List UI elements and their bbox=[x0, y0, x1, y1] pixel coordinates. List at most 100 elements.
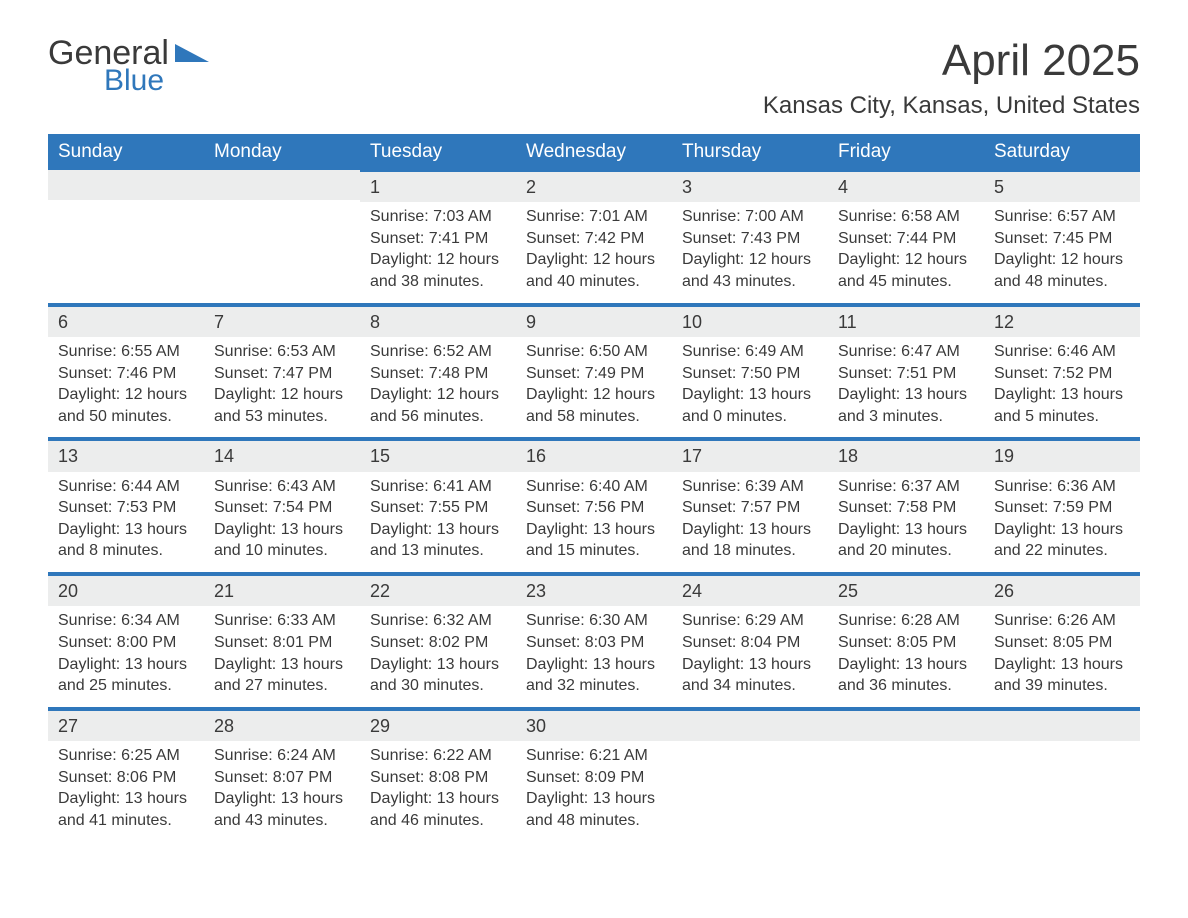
day-number: 3 bbox=[672, 170, 828, 202]
daylight-line: Daylight: 12 hours and 53 minutes. bbox=[214, 384, 350, 427]
sunset-line: Sunset: 7:51 PM bbox=[838, 363, 974, 385]
sunset-line: Sunset: 8:01 PM bbox=[214, 632, 350, 654]
day-header-row: SundayMondayTuesdayWednesdayThursdayFrid… bbox=[48, 134, 1140, 170]
day-details: Sunrise: 6:57 AMSunset: 7:45 PMDaylight:… bbox=[984, 202, 1140, 302]
day-number: 27 bbox=[48, 709, 204, 741]
sunrise-line: Sunrise: 6:24 AM bbox=[214, 745, 350, 767]
day-details: Sunrise: 6:33 AMSunset: 8:01 PMDaylight:… bbox=[204, 606, 360, 706]
day-details: Sunrise: 6:37 AMSunset: 7:58 PMDaylight:… bbox=[828, 472, 984, 572]
calendar-week: 20Sunrise: 6:34 AMSunset: 8:00 PMDayligh… bbox=[48, 573, 1140, 708]
calendar-week: 1Sunrise: 7:03 AMSunset: 7:41 PMDaylight… bbox=[48, 170, 1140, 304]
calendar-week: 27 Sunrise: 6:25 AMSunset: 8:06 PM Dayligh… bbox=[48, 708, 1140, 842]
sunrise-line: Sunrise: 6:25 AM bbox=[58, 745, 194, 767]
day-header: Saturday bbox=[984, 134, 1140, 170]
daylight-line: Daylight: 12 hours and 50 minutes. bbox=[58, 384, 194, 427]
day-details: Sunrise: 7:03 AMSunset: 7:41 PMDaylight:… bbox=[360, 202, 516, 302]
day-details: Sunrise: 6:34 AMSunset: 8:00 PMDaylight:… bbox=[48, 606, 204, 706]
day-header: Sunday bbox=[48, 134, 204, 170]
day-details: Sunrise: 6:58 AMSunset: 7:44 PMDaylight:… bbox=[828, 202, 984, 302]
daylight-line: Daylight: 12 hours and 48 minutes. bbox=[994, 249, 1130, 292]
calendar-cell: 1Sunrise: 7:03 AMSunset: 7:41 PMDaylight… bbox=[360, 170, 516, 304]
day-details: Sunrise: 6:40 AMSunset: 7:56 PMDaylight:… bbox=[516, 472, 672, 572]
calendar-cell: 9Sunrise: 6:50 AMSunset: 7:49 PMDaylight… bbox=[516, 304, 672, 439]
sunrise-line: Sunrise: 7:01 AM bbox=[526, 206, 662, 228]
calendar-cell: 18Sunrise: 6:37 AMSunset: 7:58 PMDayligh… bbox=[828, 438, 984, 573]
sunset-line: Sunset: 8:02 PM bbox=[370, 632, 506, 654]
calendar-cell: 30Sunrise: 6:21 AMSunset: 8:09 PMDayligh… bbox=[516, 708, 672, 842]
day-number: 30 bbox=[516, 709, 672, 741]
empty-day bbox=[672, 709, 828, 741]
daylight-line: Daylight: 13 hours and 39 minutes. bbox=[994, 654, 1130, 697]
calendar-cell bbox=[48, 170, 204, 304]
sunrise-line: Sunrise: 6:41 AM bbox=[370, 476, 506, 498]
day-number: 11 bbox=[828, 305, 984, 337]
calendar-cell: 21Sunrise: 6:33 AMSunset: 8:01 PMDayligh… bbox=[204, 573, 360, 708]
sunset-line: Sunset: 7:46 PM bbox=[58, 363, 194, 385]
sunrise-line: Sunrise: 6:57 AM bbox=[994, 206, 1130, 228]
daylight-line: Daylight: 13 hours and 48 minutes. bbox=[526, 788, 662, 831]
day-header: Wednesday bbox=[516, 134, 672, 170]
day-header: Monday bbox=[204, 134, 360, 170]
sunset-line: Sunset: 7:54 PM bbox=[214, 497, 350, 519]
calendar-cell: 28Sunrise: 6:24 AMSunset: 8:07 PMDayligh… bbox=[204, 708, 360, 842]
sunrise-line: Sunrise: 6:52 AM bbox=[370, 341, 506, 363]
day-number: 2 bbox=[516, 170, 672, 202]
sunrise-line: Sunrise: 6:50 AM bbox=[526, 341, 662, 363]
day-number: 20 bbox=[48, 574, 204, 606]
day-number: 12 bbox=[984, 305, 1140, 337]
day-details: Sunrise: 6:49 AMSunset: 7:50 PMDaylight:… bbox=[672, 337, 828, 437]
sunset-line: Sunset: 7:43 PM bbox=[682, 228, 818, 250]
sunset-line: Sunset: 7:50 PM bbox=[682, 363, 818, 385]
calendar-cell: 29Sunrise: 6:22 AMSunset: 8:08 PMDayligh… bbox=[360, 708, 516, 842]
day-number: 6 bbox=[48, 305, 204, 337]
sunset-line: Sunset: 8:05 PM bbox=[994, 632, 1130, 654]
calendar-cell: 4Sunrise: 6:58 AMSunset: 7:44 PMDaylight… bbox=[828, 170, 984, 304]
empty-day bbox=[204, 170, 360, 200]
day-number: 10 bbox=[672, 305, 828, 337]
day-details: Sunrise: 6:30 AMSunset: 8:03 PMDaylight:… bbox=[516, 606, 672, 706]
sunset-line: Sunset: 8:08 PM bbox=[370, 767, 506, 789]
sunrise-line: Sunrise: 6:34 AM bbox=[58, 610, 194, 632]
day-details: Sunrise: 6:39 AMSunset: 7:57 PMDaylight:… bbox=[672, 472, 828, 572]
sunrise-line: Sunrise: 6:44 AM bbox=[58, 476, 194, 498]
calendar-cell: 3Sunrise: 7:00 AMSunset: 7:43 PMDaylight… bbox=[672, 170, 828, 304]
sunset-line: Sunset: 8:04 PM bbox=[682, 632, 818, 654]
day-number: 21 bbox=[204, 574, 360, 606]
day-details: Sunrise: 6:29 AMSunset: 8:04 PMDaylight:… bbox=[672, 606, 828, 706]
day-header: Friday bbox=[828, 134, 984, 170]
day-number: 16 bbox=[516, 439, 672, 471]
sunset-line: Sunset: 7:53 PM bbox=[58, 497, 194, 519]
daylight-line: Daylight: 12 hours and 58 minutes. bbox=[526, 384, 662, 427]
calendar-cell: 8Sunrise: 6:52 AMSunset: 7:48 PMDaylight… bbox=[360, 304, 516, 439]
day-details: Sunrise: 6:41 AMSunset: 7:55 PMDaylight:… bbox=[360, 472, 516, 572]
calendar-cell bbox=[204, 170, 360, 304]
daylight-line: Daylight: 13 hours and 20 minutes. bbox=[838, 519, 974, 562]
daylight-line: Daylight: 13 hours and 5 minutes. bbox=[994, 384, 1130, 427]
daylight-line: Daylight: 13 hours and 46 minutes. bbox=[370, 788, 506, 831]
calendar-cell: 6Sunrise: 6:55 AMSunset: 7:46 PMDaylight… bbox=[48, 304, 204, 439]
calendar-cell: 10Sunrise: 6:49 AMSunset: 7:50 PMDayligh… bbox=[672, 304, 828, 439]
calendar-table: SundayMondayTuesdayWednesdayThursdayFrid… bbox=[48, 134, 1140, 841]
day-details: Sunrise: 7:00 AMSunset: 7:43 PMDaylight:… bbox=[672, 202, 828, 302]
day-details: Sunrise: 6:24 AMSunset: 8:07 PMDaylight:… bbox=[204, 741, 360, 841]
calendar-cell: 19Sunrise: 6:36 AMSunset: 7:59 PMDayligh… bbox=[984, 438, 1140, 573]
daylight-line: Daylight: 13 hours and 18 minutes. bbox=[682, 519, 818, 562]
sunset-line: Sunset: 8:06 PM bbox=[58, 767, 194, 789]
calendar-cell: 20Sunrise: 6:34 AMSunset: 8:00 PMDayligh… bbox=[48, 573, 204, 708]
calendar-cell: 15Sunrise: 6:41 AMSunset: 7:55 PMDayligh… bbox=[360, 438, 516, 573]
day-number: 22 bbox=[360, 574, 516, 606]
day-number: 25 bbox=[828, 574, 984, 606]
day-number: 13 bbox=[48, 439, 204, 471]
calendar-cell: 22Sunrise: 6:32 AMSunset: 8:02 PMDayligh… bbox=[360, 573, 516, 708]
calendar-cell: 5Sunrise: 6:57 AMSunset: 7:45 PMDaylight… bbox=[984, 170, 1140, 304]
day-details: Sunrise: 6:43 AMSunset: 7:54 PMDaylight:… bbox=[204, 472, 360, 572]
sunrise-line: Sunrise: 6:40 AM bbox=[526, 476, 662, 498]
sunset-line: Sunset: 7:57 PM bbox=[682, 497, 818, 519]
calendar-cell: 26Sunrise: 6:26 AMSunset: 8:05 PMDayligh… bbox=[984, 573, 1140, 708]
calendar-week: 13 Sunrise: 6:44 AMSunset: 7:53 PM Dayligh… bbox=[48, 438, 1140, 573]
sunrise-line: Sunrise: 6:32 AM bbox=[370, 610, 506, 632]
calendar-week: 6Sunrise: 6:55 AMSunset: 7:46 PMDaylight… bbox=[48, 304, 1140, 439]
day-details: Sunrise: 6:26 AMSunset: 8:05 PMDaylight:… bbox=[984, 606, 1140, 706]
day-details: Sunrise: 7:01 AMSunset: 7:42 PMDaylight:… bbox=[516, 202, 672, 302]
sunset-line: Sunset: 7:52 PM bbox=[994, 363, 1130, 385]
